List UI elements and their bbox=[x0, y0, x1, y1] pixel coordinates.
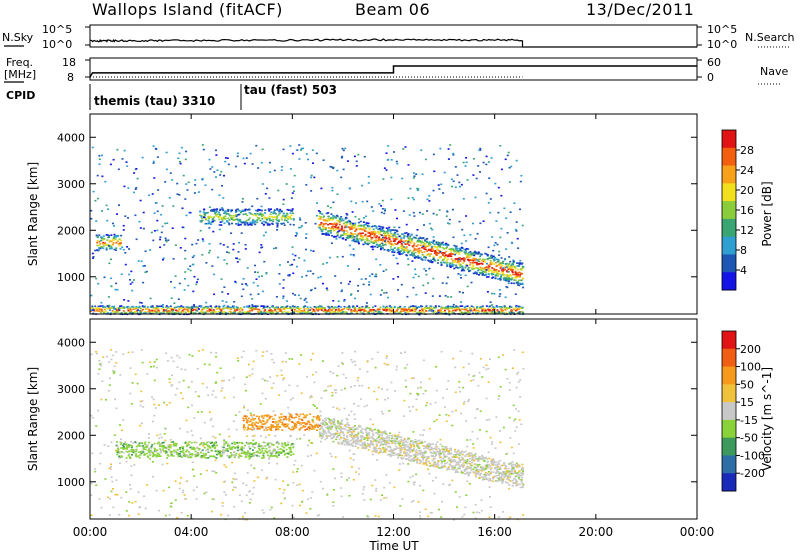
colorbar-swatch bbox=[722, 384, 736, 402]
nave-tick-top: 60 bbox=[707, 56, 721, 69]
colorbar-tick-label: 24 bbox=[740, 164, 754, 177]
freq-tick-top: 18 bbox=[62, 56, 76, 69]
freq-unit-label: [MHz] bbox=[4, 68, 36, 81]
colorbar-swatch bbox=[722, 237, 736, 255]
x-tick-label: 20:00 bbox=[579, 525, 614, 539]
power-panel-frame bbox=[90, 114, 697, 314]
noise-tick-right-top: 10^5 bbox=[707, 23, 737, 36]
y-tick-label: 3000 bbox=[57, 178, 85, 191]
colorbar-swatch bbox=[722, 331, 736, 349]
colorbar-swatch bbox=[722, 367, 736, 385]
nave-label: Nave bbox=[760, 65, 788, 78]
colorbar-swatch bbox=[722, 455, 736, 473]
x-tick-label: 04:00 bbox=[174, 525, 209, 539]
colorbar-swatch bbox=[722, 272, 736, 290]
colorbar-swatch bbox=[722, 349, 736, 367]
x-tick-label: 08:00 bbox=[275, 525, 310, 539]
colorbar-swatch bbox=[722, 166, 736, 184]
power-colorbar-label: Power [dB] bbox=[760, 181, 774, 246]
noise-tick-left-top: 10^5 bbox=[42, 23, 72, 36]
colorbar-tick-label: 100 bbox=[740, 361, 761, 374]
power-ylabel: Slant Range [km] bbox=[26, 162, 40, 266]
colorbar-tick-label: -15 bbox=[740, 414, 758, 427]
nsky-trace bbox=[90, 39, 697, 47]
cpid-label: CPID bbox=[6, 89, 35, 102]
beam-title: Beam 06 bbox=[355, 0, 430, 19]
noise-tick-left-bottom: 10^0 bbox=[42, 38, 72, 51]
power-y-axis: 1000 2000 3000 4000 bbox=[57, 131, 697, 284]
colorbar-tick-label: 12 bbox=[740, 224, 754, 237]
colorbar-tick-label: 4 bbox=[740, 264, 747, 277]
colorbar-tick-label: 50 bbox=[740, 378, 754, 391]
nsky-label: N.Sky bbox=[2, 31, 34, 44]
y-tick-label: 1000 bbox=[57, 271, 85, 284]
cpid-mode-1: themis (tau) 3310 bbox=[94, 94, 215, 108]
nsearch-label: N.Search bbox=[745, 31, 795, 44]
y-tick-label: 3000 bbox=[57, 383, 85, 396]
station-title: Wallops Island (fitACF) bbox=[92, 0, 283, 19]
y-tick-label: 1000 bbox=[57, 476, 85, 489]
y-tick-label: 4000 bbox=[57, 336, 85, 349]
colorbar-swatch bbox=[722, 130, 736, 148]
colorbar-tick-label: 8 bbox=[740, 244, 747, 257]
colorbar-swatch bbox=[722, 219, 736, 237]
x-tick-label: 00:00 bbox=[680, 525, 715, 539]
freq-trace bbox=[90, 66, 697, 77]
power-colorbar: 4 8 12 16 20 24 28 bbox=[722, 130, 754, 291]
power-scatter bbox=[90, 144, 524, 315]
velocity-colorbar-label: Velocity [m s^-1] bbox=[760, 367, 774, 471]
colorbar-tick-label: 16 bbox=[740, 204, 754, 217]
x-tick-label: 12:00 bbox=[376, 525, 411, 539]
colorbar-swatch bbox=[722, 201, 736, 219]
date-title: 13/Dec/2011 bbox=[586, 0, 694, 19]
velocity-y-axis: 1000 2000 3000 4000 bbox=[57, 336, 697, 489]
noise-panel-frame bbox=[90, 25, 697, 47]
colorbar-tick-label: -50 bbox=[740, 432, 758, 445]
colorbar-swatch bbox=[722, 254, 736, 272]
x-tick-label: 00:00 bbox=[73, 525, 108, 539]
colorbar-swatch bbox=[722, 148, 736, 166]
y-tick-label: 2000 bbox=[57, 224, 85, 237]
time-axis: 00:00 04:00 08:00 12:00 16:00 20:00 00:00 bbox=[73, 114, 715, 539]
colorbar-tick-label: 20 bbox=[740, 184, 754, 197]
colorbar-swatch bbox=[722, 183, 736, 201]
velocity-ylabel: Slant Range [km] bbox=[26, 367, 40, 471]
velocity-scatter bbox=[90, 349, 524, 520]
velocity-panel-frame bbox=[90, 319, 697, 519]
colorbar-swatch bbox=[722, 402, 736, 420]
cpid-mode-2: tau (fast) 503 bbox=[244, 83, 337, 97]
colorbar-tick-label: 28 bbox=[740, 144, 754, 157]
colorbar-swatch bbox=[722, 420, 736, 438]
colorbar-swatch bbox=[722, 473, 736, 491]
noise-tick-right-bottom: 10^0 bbox=[707, 38, 737, 51]
colorbar-tick-label: 15 bbox=[740, 396, 754, 409]
nave-tick-bottom: 0 bbox=[707, 71, 714, 84]
y-tick-label: 2000 bbox=[57, 429, 85, 442]
time-axis-label: Time UT bbox=[368, 539, 419, 553]
x-tick-label: 16:00 bbox=[477, 525, 512, 539]
freq-tick-bottom: 8 bbox=[67, 71, 74, 84]
y-tick-label: 4000 bbox=[57, 131, 85, 144]
colorbar-swatch bbox=[722, 438, 736, 456]
colorbar-tick-label: 200 bbox=[740, 343, 761, 356]
noise-panel-ticks bbox=[85, 27, 702, 45]
